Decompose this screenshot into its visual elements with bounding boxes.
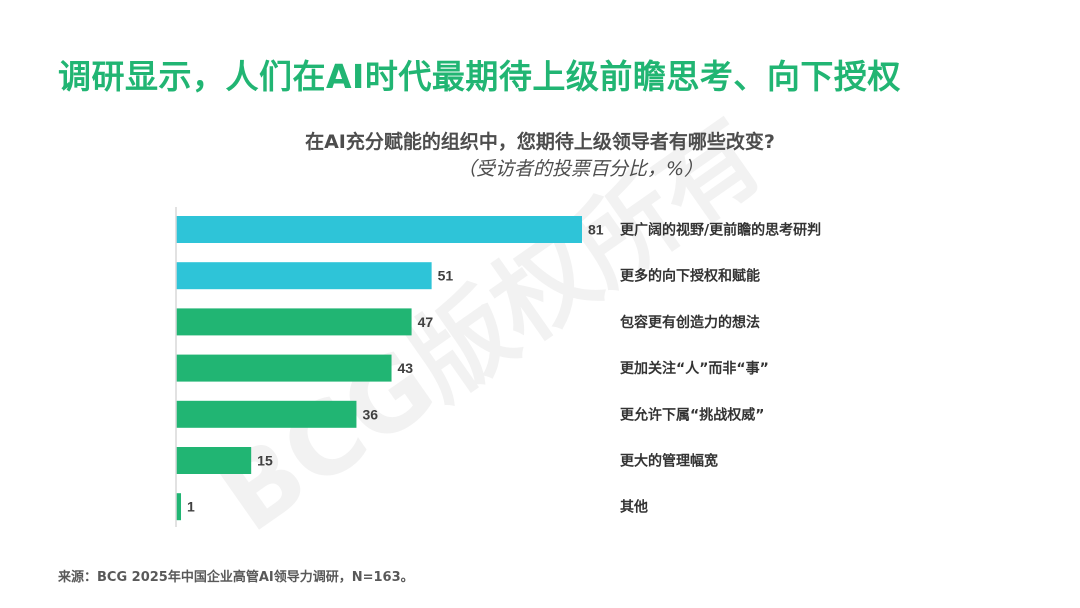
bar-value-label: 36 — [362, 406, 378, 422]
category-label: 更广阔的视野/更前瞻的思考研判 — [620, 222, 821, 239]
bar-value-label: 81 — [588, 222, 604, 238]
page-headline: 调研显示，人们在AI时代最期待上级前瞻思考、向下授权 — [58, 57, 901, 96]
bar-group: 81 更广阔的视野/更前瞻的思考研判 51 更多的向下授权和赋能 47 包容更有创造力的想… — [176, 216, 821, 521]
bar-value-label: 47 — [418, 314, 434, 330]
bar-6 — [176, 447, 252, 474]
bar-5 — [176, 400, 357, 428]
bar-1 — [176, 216, 582, 243]
bar-value-label: 1 — [187, 499, 195, 515]
category-label: 更允许下属“挑战权威” — [620, 406, 764, 423]
category-label: 更多的向下授权和赋能 — [620, 268, 760, 285]
bar-3 — [176, 308, 412, 336]
chart-title: 在AI充分赋能的组织中，您期待上级领导者有哪些改变? — [305, 131, 775, 153]
bar-4 — [176, 354, 392, 382]
category-label: 更大的管理幅宽 — [620, 453, 718, 470]
category-label: 其他 — [620, 499, 648, 516]
bar-7 — [176, 493, 182, 521]
bar-value-label: 51 — [438, 268, 454, 284]
bar-value-label: 15 — [257, 453, 273, 469]
category-label: 更加关注“人”而非“事” — [620, 360, 769, 377]
bar-value-label: 43 — [398, 360, 414, 376]
chart-subtitle: （受访者的投票百分比，%） — [456, 158, 704, 180]
category-label: 包容更有创造力的想法 — [620, 314, 760, 331]
bar-2 — [176, 262, 432, 290]
source-note: 来源：BCG 2025年中国企业高管AI领导力调研，N=163。 — [58, 570, 414, 585]
